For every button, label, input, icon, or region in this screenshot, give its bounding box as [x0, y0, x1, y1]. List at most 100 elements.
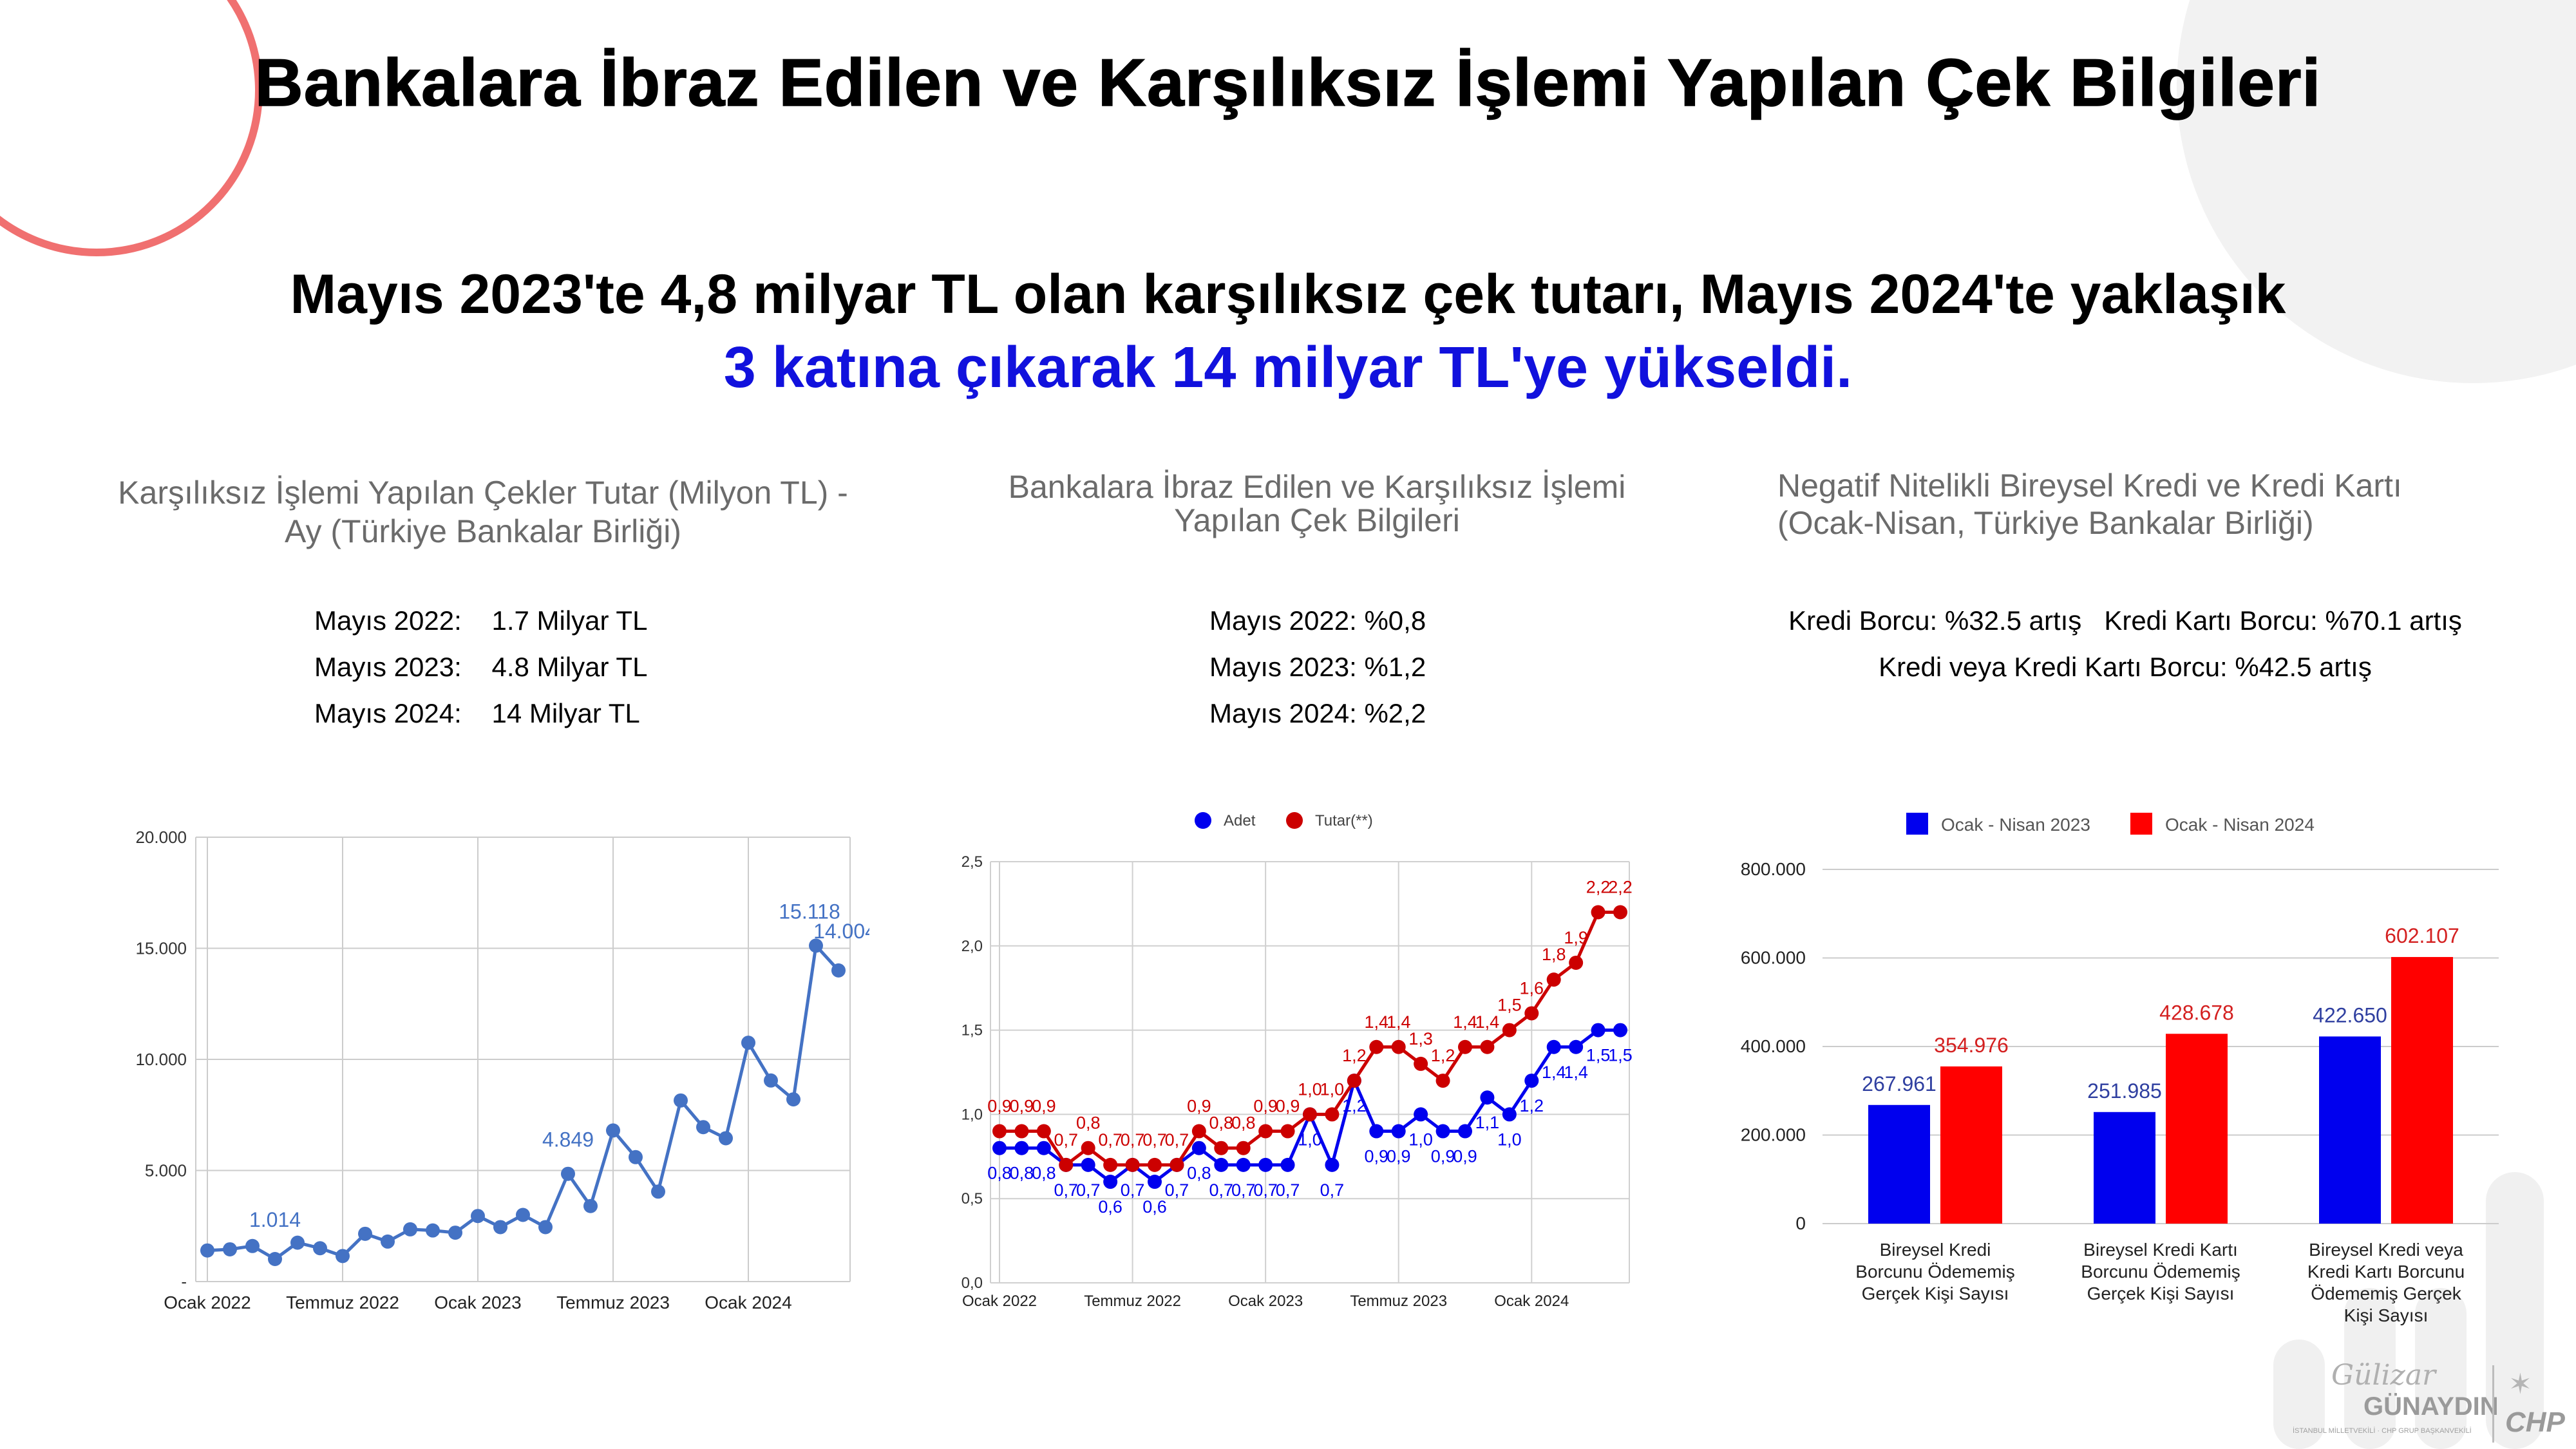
y-tick-label: 200.000 — [1741, 1125, 1806, 1145]
data-point — [1081, 1141, 1095, 1155]
data-label: 2,2 — [1608, 877, 1633, 896]
x-category-label: Kredi Kartı Borcunu — [2307, 1262, 2465, 1282]
data-point — [1214, 1141, 1229, 1155]
data-label: 1,2 — [1431, 1046, 1455, 1065]
bar-2023 — [2094, 1112, 2155, 1224]
y-tick-label: 15.000 — [135, 939, 187, 958]
data-label: 0,8 — [987, 1164, 1012, 1183]
data-label: 602.107 — [2385, 924, 2459, 947]
legend-label-adet: Adet — [1224, 812, 1256, 829]
bar-2024 — [2166, 1034, 2228, 1224]
data-point — [1524, 1006, 1539, 1021]
left-stat-2023: Mayıs 2023: 4.8 Milyar TL — [314, 652, 648, 682]
decorative-bottom-right-shapes — [2273, 1172, 2544, 1449]
data-point — [1125, 1157, 1140, 1172]
x-category-label: Gerçek Kişi Sayısı — [1862, 1283, 2009, 1303]
headline-line-2: 3 katına çıkarak 14 milyar TL'ye yükseld… — [723, 336, 1853, 400]
chart-cheque-ratio: 0,0 0,5 1,0 1,5 2,0 2,5 Ocak 2022 Temmuz 2022 Oc… — [961, 812, 1633, 1310]
data-point — [1148, 1175, 1162, 1189]
data-label: 1,4 — [1542, 1063, 1566, 1082]
data-point — [223, 1242, 237, 1256]
data-label: 0,9 — [1010, 1097, 1034, 1116]
data-point — [1391, 1039, 1406, 1054]
middle-stat-2022: Mayıs 2022: %0,8 — [1209, 605, 1426, 636]
data-label: 0,9 — [1187, 1097, 1211, 1116]
legend-marker-2024 — [2130, 813, 2152, 835]
x-category-label: Borcunu Ödememiş — [2081, 1262, 2240, 1282]
data-label: 0,9 — [1276, 1097, 1300, 1116]
data-point — [1546, 972, 1561, 987]
data-point — [1591, 1023, 1605, 1037]
right-chart-title-line-2: (Ocak-Nisan, Türkiye Bankalar Birliği) — [1777, 505, 2314, 541]
data-label: 0,9 — [1253, 1097, 1278, 1116]
data-point — [1325, 1157, 1340, 1172]
right-stats: Kredi Borcu: %32.5 artış Kredi Kartı Bor… — [1739, 598, 2512, 690]
bar-2024 — [2391, 957, 2453, 1224]
signature-script: Gülizar — [2331, 1359, 2436, 1392]
middle-chart-title: Bankalara İbraz Edilen ve Karşılıksız İş… — [934, 470, 1700, 537]
x-tick-label: Temmuz 2022 — [1084, 1293, 1181, 1310]
data-label: 1,0 — [1298, 1079, 1322, 1099]
decorative-top-right-circle — [2177, 0, 2576, 383]
y-tick-label: 0,0 — [961, 1274, 983, 1292]
legend-label-2024: Ocak - Nisan 2024 — [2165, 815, 2315, 835]
y-tick-label: 800.000 — [1741, 859, 1806, 879]
y-tick-label: 1,5 — [961, 1022, 983, 1039]
data-point — [1435, 1124, 1450, 1139]
x-category-label: Ödememiş Gerçek — [2311, 1283, 2461, 1303]
data-point — [1591, 905, 1605, 920]
data-point — [268, 1252, 282, 1267]
x-category-label: Bireysel Kredi — [1880, 1240, 1991, 1260]
data-point — [200, 1243, 214, 1258]
data-label: 0,8 — [1209, 1113, 1234, 1133]
data-point — [1148, 1157, 1162, 1172]
data-label: 1,5 — [1586, 1046, 1611, 1065]
decorative-red-ring — [0, 0, 263, 256]
data-point — [403, 1222, 417, 1236]
data-label: 0,9 — [1032, 1097, 1056, 1116]
data-point — [358, 1226, 372, 1241]
data-point — [1325, 1107, 1340, 1122]
data-point — [381, 1234, 395, 1249]
data-label: 422.650 — [2313, 1003, 2387, 1027]
y-tick-label: 2,0 — [961, 938, 983, 955]
data-label: 0,7 — [1165, 1130, 1189, 1150]
data-point — [1014, 1141, 1029, 1155]
data-point — [538, 1220, 553, 1235]
data-label: 0,8 — [1231, 1113, 1256, 1133]
data-label: 0,8 — [1076, 1113, 1101, 1133]
bar-2023 — [2319, 1036, 2381, 1224]
chart-bounced-cheque-amount: - 5.000 10.000 15.000 20.000 Ocak 2022 Temmuz … — [135, 828, 869, 1312]
x-category-label: Bireysel Kredi Kartı — [2083, 1240, 2238, 1260]
data-label: 0,8 — [1010, 1164, 1034, 1183]
data-point — [336, 1249, 350, 1264]
x-tick-label: Temmuz 2022 — [286, 1293, 399, 1312]
data-point — [1502, 1023, 1517, 1037]
y-tick-label: 0,5 — [961, 1190, 983, 1208]
data-point — [1258, 1157, 1273, 1172]
data-point — [1347, 1074, 1361, 1088]
data-label: 0,7 — [1276, 1180, 1300, 1200]
data-point — [448, 1226, 462, 1240]
data-label: 1,4 — [1365, 1012, 1389, 1032]
data-label: 0,7 — [1121, 1130, 1145, 1150]
data-label: 1,1 — [1475, 1113, 1500, 1132]
data-point — [583, 1198, 598, 1213]
headline-line-1: Mayıs 2023'te 4,8 milyar TL olan karşılı… — [290, 263, 2286, 325]
page-title: Bankalara İbraz Edilen ve Karşılıksız İş… — [254, 45, 2322, 121]
data-label: 15.118 — [779, 900, 840, 923]
data-label: 0,6 — [1098, 1197, 1122, 1217]
data-point — [1036, 1141, 1051, 1155]
data-label: 4.849 — [542, 1128, 594, 1151]
x-tick-label: Ocak 2022 — [164, 1293, 251, 1312]
x-category-label: Bireysel Kredi veya — [2309, 1240, 2463, 1260]
data-point — [1103, 1157, 1118, 1172]
data-label: 1,6 — [1520, 978, 1544, 998]
data-label: 0,7 — [1054, 1180, 1079, 1200]
data-point — [245, 1238, 260, 1253]
data-point — [561, 1166, 575, 1181]
data-point — [1059, 1157, 1074, 1172]
data-point — [1546, 1039, 1561, 1054]
data-label: 0,9 — [1453, 1147, 1477, 1166]
x-tick-label: Ocak 2024 — [1494, 1293, 1569, 1310]
